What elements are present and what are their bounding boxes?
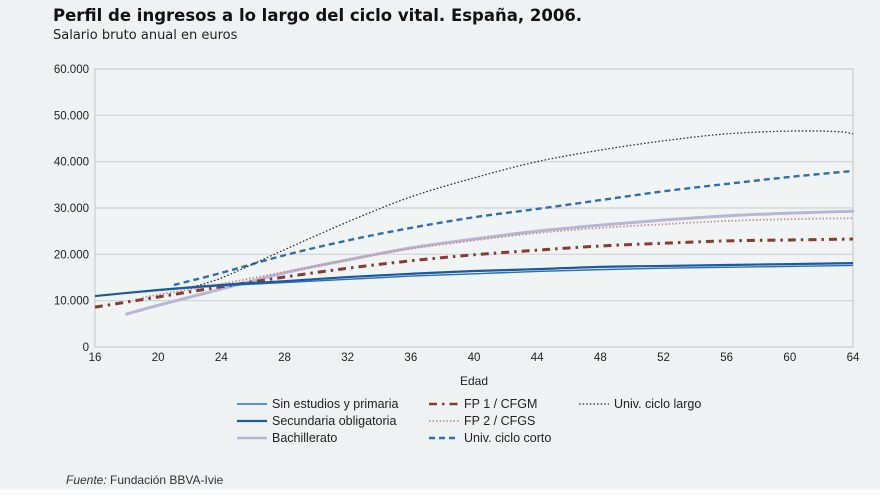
- legend: Sin estudios y primaria FP 1 / CFGM Univ. …: [236, 396, 738, 446]
- y-tick-label: 20.000: [54, 249, 89, 261]
- gridlines: [95, 114, 853, 302]
- legend-swatch-icon: [237, 436, 267, 440]
- legend-item: Univ. ciclo corto: [428, 430, 578, 446]
- legend-swatch-icon: [429, 420, 459, 422]
- x-tick-label: 36: [404, 352, 417, 364]
- source-text: Fundación BBVA-Ivie: [106, 473, 224, 487]
- legend-label: Univ. ciclo corto: [464, 431, 552, 445]
- legend-label: FP 2 / CFGS: [464, 414, 536, 428]
- series-line-fp-1-cfgm: [94, 237, 854, 309]
- legend-swatch-icon: [237, 403, 267, 405]
- legend-label: Sin estudios y primaria: [272, 397, 399, 411]
- x-tick-label: 52: [657, 352, 670, 364]
- x-tick-label: 20: [152, 352, 165, 364]
- y-tick-label: 0: [83, 342, 89, 354]
- x-tick-label: 32: [341, 352, 354, 364]
- x-tick-label: 28: [278, 352, 291, 364]
- x-tick-label: 16: [89, 352, 102, 364]
- legend-label: Bachillerato: [272, 431, 338, 445]
- series-line-bachillerato: [125, 209, 855, 316]
- legend-label: FP 1 / CFGM: [464, 397, 538, 411]
- legend-item: FP 1 / CFGM: [428, 396, 578, 412]
- legend-spacer: [578, 413, 738, 429]
- bottom-strip: [0, 489, 880, 495]
- legend-label: Secundaria obligatoria: [272, 414, 397, 428]
- legend-item: Secundaria obligatoria: [236, 413, 428, 429]
- x-axis-ticks: 16 20 24 28 32 36 40 44 48 52 56 60 64: [89, 352, 860, 364]
- legend-spacer: [578, 430, 738, 446]
- chart-title: Perfil de ingresos a lo largo del ciclo …: [53, 6, 583, 25]
- series-line-univ-ciclo-corto: [173, 169, 854, 287]
- legend-swatch-icon: [237, 419, 267, 423]
- y-tick-label: 30.000: [54, 203, 89, 215]
- x-tick-label: 60: [783, 352, 796, 364]
- chart-subtitle: Salario bruto anual en euros: [53, 28, 238, 43]
- x-tick-label: 24: [215, 352, 228, 364]
- legend-item: Sin estudios y primaria: [236, 396, 428, 412]
- legend-item: Univ. ciclo largo: [578, 396, 738, 412]
- x-axis-label: Edad: [460, 374, 488, 388]
- x-tick-label: 56: [720, 352, 733, 364]
- series-line-secundaria-obligatoria: [94, 262, 854, 298]
- y-tick-label: 40.000: [54, 157, 89, 169]
- x-tick-label: 40: [468, 352, 481, 364]
- line-chart: 0 10.000 20.000 30.000 40.000 50.000 60.000 16…: [54, 64, 860, 388]
- source-label: Fuente:: [66, 473, 107, 487]
- series-line-univ-ciclo-largo: [189, 130, 854, 289]
- legend-item: Bachillerato: [236, 430, 428, 446]
- y-tick-label: 50.000: [54, 110, 89, 122]
- x-tick-label: 64: [847, 352, 860, 364]
- x-tick-label: 44: [531, 352, 544, 364]
- legend-swatch-icon: [579, 403, 609, 405]
- legend-swatch-icon: [429, 402, 459, 406]
- legend-item: FP 2 / CFGS: [428, 413, 578, 429]
- legend-swatch-icon: [429, 436, 459, 440]
- x-tick-label: 48: [594, 352, 607, 364]
- series-lines: [94, 130, 855, 316]
- y-axis-ticks: 0 10.000 20.000 30.000 40.000 50.000 60.000: [54, 64, 89, 354]
- legend-label: Univ. ciclo largo: [614, 397, 702, 411]
- y-tick-label: 60.000: [54, 64, 89, 76]
- source-note: Fuente: Fundación BBVA-Ivie: [66, 473, 223, 487]
- y-tick-label: 10.000: [54, 296, 89, 308]
